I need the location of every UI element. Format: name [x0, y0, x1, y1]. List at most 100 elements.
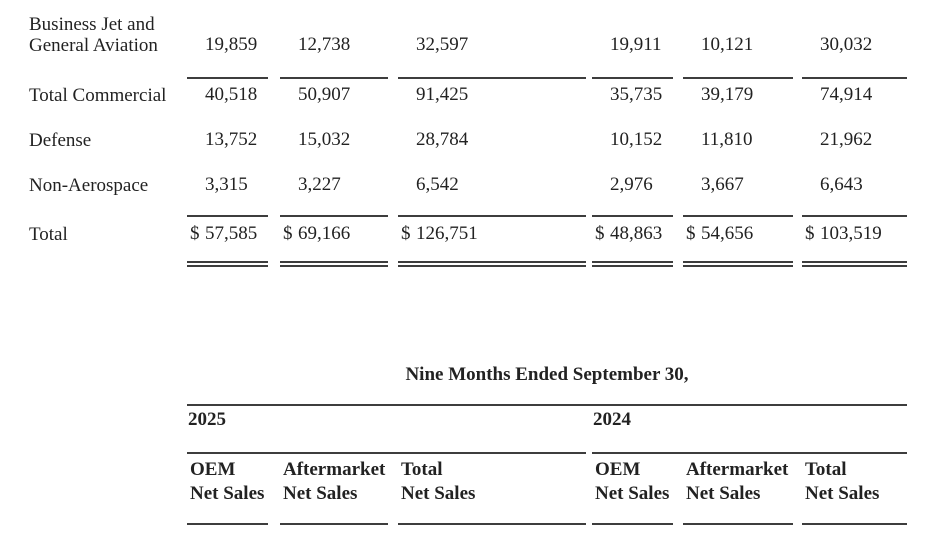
currency-symbol: $ [686, 223, 696, 244]
column-header: Total Net Sales [805, 458, 879, 506]
column-header: Aftermarket Net Sales [283, 458, 385, 506]
cell-number: 10,152 [610, 129, 663, 150]
column-rule [280, 523, 388, 525]
column-rule [592, 523, 673, 525]
cell-number: 57,585 [205, 223, 258, 244]
cell-number: 39,179 [701, 84, 754, 105]
column-rule [802, 215, 907, 217]
double-rule [592, 261, 673, 267]
year-group-rule [592, 452, 907, 454]
row-label-line: Business Jet and [29, 14, 155, 35]
cell-number: 6,643 [820, 174, 863, 195]
column-header-line1: Aftermarket [686, 459, 789, 480]
column-rule [592, 215, 673, 217]
column-header: OEM Net Sales [595, 458, 669, 506]
cell-value: 91,425 [398, 83, 586, 107]
double-rule [398, 261, 586, 267]
cell-value: 2,976 [592, 173, 673, 197]
column-header-line2: Net Sales [595, 483, 670, 504]
cell-value: 28,784 [398, 128, 586, 152]
column-rule [683, 523, 793, 525]
currency-symbol: $ [401, 223, 411, 244]
cell-value: 19,859 [187, 33, 268, 57]
cell-value: $54,656 [683, 222, 793, 246]
cell-value: $103,519 [802, 222, 907, 246]
column-header-line1: Aftermarket [283, 459, 386, 480]
cell-number: 103,519 [820, 223, 882, 244]
column-header: OEM Net Sales [190, 458, 264, 506]
cell-number: 74,914 [820, 84, 873, 105]
column-rule [280, 77, 388, 79]
column-header-line2: Net Sales [401, 483, 476, 504]
row-label-line: General Aviation [29, 35, 158, 56]
cell-number: 6,542 [416, 174, 459, 195]
currency-symbol: $ [595, 223, 605, 244]
cell-value: 39,179 [683, 83, 793, 107]
cell-value: 35,735 [592, 83, 673, 107]
cell-number: 3,315 [205, 174, 248, 195]
column-header-line1: Total [401, 459, 443, 480]
cell-value: $48,863 [592, 222, 673, 246]
column-header-line1: OEM [190, 459, 236, 480]
currency-symbol: $ [190, 223, 200, 244]
cell-value: 19,911 [592, 33, 673, 57]
cell-number: 21,962 [820, 129, 873, 150]
cell-value: 13,752 [187, 128, 268, 152]
column-rule [802, 77, 907, 79]
cell-value: 15,032 [280, 128, 388, 152]
column-rule [398, 523, 586, 525]
cell-value: 32,597 [398, 33, 586, 57]
cell-value: 6,542 [398, 173, 586, 197]
column-header-line2: Net Sales [805, 483, 880, 504]
row-label: Total Commercial [29, 85, 166, 106]
cell-number: 3,227 [298, 174, 341, 195]
cell-number: 15,032 [298, 129, 351, 150]
cell-value: 30,032 [802, 33, 907, 57]
column-rule [592, 77, 673, 79]
column-rule [187, 215, 268, 217]
cell-value: 10,121 [683, 33, 793, 57]
cell-number: 19,859 [205, 34, 258, 55]
cell-value: 74,914 [802, 83, 907, 107]
cell-number: 28,784 [416, 129, 469, 150]
column-rule [187, 523, 268, 525]
cell-number: 12,738 [298, 34, 351, 55]
cell-value: 40,518 [187, 83, 268, 107]
row-label-line: Total Commercial [29, 85, 167, 106]
column-rule [398, 77, 586, 79]
column-header-line2: Net Sales [686, 483, 761, 504]
column-header: Total Net Sales [401, 458, 475, 506]
column-header: Aftermarket Net Sales [686, 458, 788, 506]
cell-number: 11,810 [701, 129, 753, 150]
cell-value: 3,315 [187, 173, 268, 197]
year-label: 2024 [593, 409, 631, 430]
double-rule [187, 261, 268, 267]
cell-value: 50,907 [280, 83, 388, 107]
currency-symbol: $ [805, 223, 815, 244]
column-rule [683, 77, 793, 79]
cell-number: 10,121 [701, 34, 754, 55]
double-rule [802, 261, 907, 267]
column-rule [187, 77, 268, 79]
currency-symbol: $ [283, 223, 293, 244]
cell-number: 30,032 [820, 34, 873, 55]
cell-number: 3,667 [701, 174, 744, 195]
column-rule [802, 523, 907, 525]
column-header-line2: Net Sales [190, 483, 265, 504]
header-span-rule [187, 404, 907, 406]
column-rule [398, 215, 586, 217]
table-title: Nine Months Ended September 30, [405, 364, 689, 385]
year-group-rule [187, 452, 586, 454]
row-label-line: Non-Aerospace [29, 175, 149, 196]
cell-value: 11,810 [683, 128, 793, 152]
cell-number: 69,166 [298, 223, 351, 244]
cell-value: 3,667 [683, 173, 793, 197]
double-rule [280, 261, 388, 267]
cell-number: 32,597 [416, 34, 469, 55]
column-header-line2: Net Sales [283, 483, 358, 504]
column-header-line1: Total [805, 459, 847, 480]
row-label: Defense [29, 130, 91, 151]
cell-value: 3,227 [280, 173, 388, 197]
cell-value: 21,962 [802, 128, 907, 152]
cell-number: 91,425 [416, 84, 469, 105]
